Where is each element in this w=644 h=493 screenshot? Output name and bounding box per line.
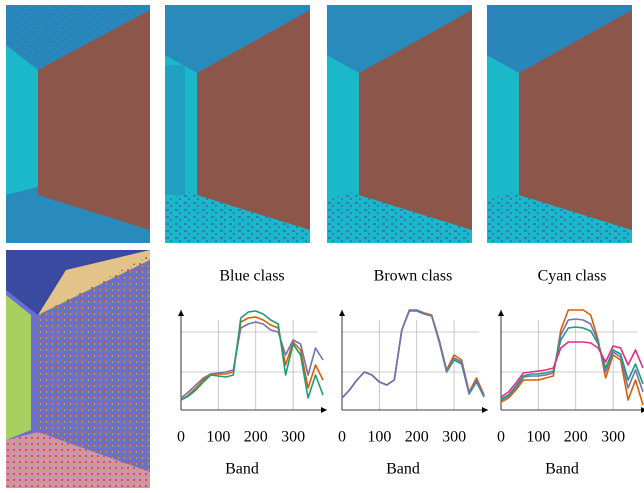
axis-arrow <box>482 407 488 413</box>
segmentation-maps <box>6 5 632 488</box>
x-tick-label: 300 <box>601 429 625 446</box>
x-axis-label: Band <box>545 461 579 478</box>
map <box>6 250 150 488</box>
x-tick-label: 100 <box>526 429 550 446</box>
series-line <box>180 310 324 401</box>
axis-arrow <box>178 310 184 316</box>
x-axis-label: Band <box>386 461 420 478</box>
x-tick-label: 300 <box>281 429 305 446</box>
axis-arrow <box>498 310 504 316</box>
series-line <box>500 326 644 400</box>
series-line <box>500 341 644 398</box>
series-line <box>500 309 644 406</box>
chart-title: Blue class <box>219 268 284 285</box>
map <box>487 5 632 243</box>
map <box>6 5 150 243</box>
series-line <box>500 318 644 401</box>
x-tick-label: 0 <box>177 429 185 446</box>
x-tick-label: 0 <box>338 429 346 446</box>
axis-arrow <box>321 407 327 413</box>
x-tick-label: 0 <box>497 429 505 446</box>
series-line <box>341 309 485 399</box>
map <box>327 5 472 243</box>
x-tick-label: 200 <box>564 429 588 446</box>
x-tick-label: 100 <box>206 429 230 446</box>
series-line <box>341 310 485 399</box>
x-axis-label: Band <box>225 461 259 478</box>
series-line <box>180 316 324 401</box>
x-tick-label: 300 <box>442 429 466 446</box>
axis-arrow <box>339 310 345 316</box>
chart-title: Cyan class <box>538 268 607 285</box>
x-tick-label: 200 <box>405 429 429 446</box>
chart-title: Brown class <box>374 268 453 285</box>
series-line <box>341 309 485 399</box>
axis-arrow <box>641 407 644 413</box>
map <box>165 5 310 243</box>
x-tick-label: 200 <box>244 429 268 446</box>
series-line <box>180 321 324 399</box>
x-tick-label: 100 <box>367 429 391 446</box>
